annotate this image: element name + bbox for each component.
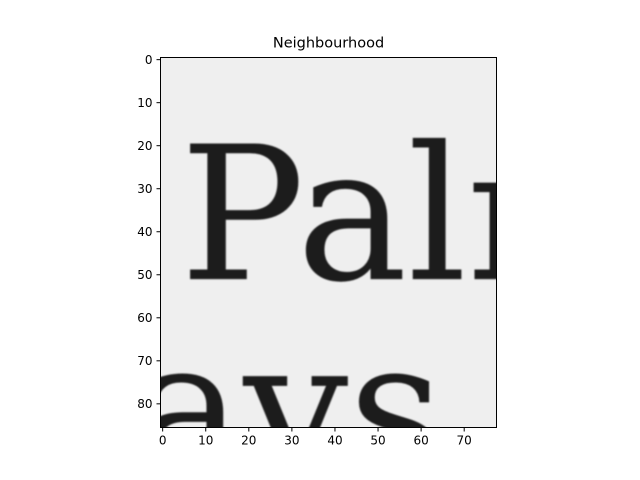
x-tick-label: 10 (198, 434, 213, 448)
x-tick-label: 0 (159, 434, 167, 448)
y-tick-label: 50 (137, 268, 152, 282)
depicted-text-2: ays th (133, 300, 640, 480)
y-tick-label: 70 (137, 354, 152, 368)
y-tick-label: 0 (145, 53, 153, 67)
axes-frame (160, 57, 497, 428)
x-tick-label: 60 (413, 434, 428, 448)
x-axis: 0 10 20 30 40 50 60 70 (159, 427, 472, 448)
chart-title: Neighbourhood (273, 36, 384, 52)
y-axis: 0 10 20 30 40 50 60 70 80 (137, 53, 161, 411)
y-tick-label: 40 (137, 225, 152, 239)
x-tick-label: 30 (284, 434, 299, 448)
depicted-text-0: ts of (167, 0, 483, 84)
y-tick-label: 10 (137, 96, 152, 110)
y-tick-label: 80 (137, 397, 152, 411)
y-tick-label: 30 (137, 182, 152, 196)
depicted-text-1: Palm (180, 106, 640, 323)
y-tick-label: 20 (137, 139, 152, 153)
x-tick-label: 40 (327, 434, 342, 448)
x-tick-label: 20 (241, 434, 256, 448)
image-background (160, 57, 497, 428)
y-tick-label: 60 (137, 311, 152, 325)
x-tick-label: 50 (370, 434, 385, 448)
x-tick-label: 70 (457, 434, 472, 448)
